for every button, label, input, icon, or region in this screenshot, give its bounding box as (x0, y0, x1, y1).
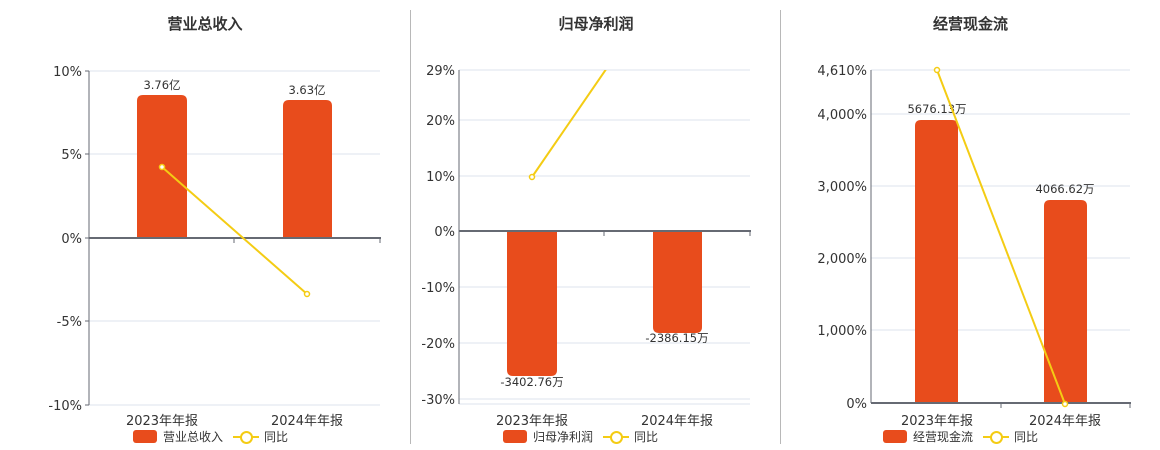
legend-bar-swatch[interactable] (133, 430, 157, 443)
y-tick: 4,610% (817, 64, 867, 79)
bar-2023[interactable] (915, 120, 958, 403)
legend-bar-label[interactable]: 经营现金流 (913, 430, 974, 444)
legend-bar-label[interactable]: 营业总收入 (163, 430, 224, 444)
y-tick: -10% (421, 281, 455, 296)
chart-title: 经营现金流 (932, 15, 1008, 33)
x-label: 2024年年报 (1029, 414, 1101, 429)
legend-line-label[interactable]: 同比 (1014, 430, 1039, 444)
legend-line-marker-icon[interactable] (233, 430, 260, 444)
bar-2024[interactable] (283, 100, 332, 238)
yoy-point[interactable] (158, 163, 166, 171)
x-label: 2024年年报 (641, 414, 713, 429)
data-label: 5676.13万 (907, 102, 966, 116)
bar-2024[interactable] (1044, 200, 1087, 403)
y-tick: 5% (61, 148, 82, 163)
legend-bar-label[interactable]: 归母净利润 (533, 430, 594, 444)
y-tick: 3,000% (817, 180, 867, 195)
x-label: 2023年年报 (496, 414, 568, 429)
y-tick: 29% (426, 64, 455, 79)
y-tick: 10% (426, 170, 455, 185)
y-tick: 20% (426, 114, 455, 129)
chart-plot: 10% 5% 0% -5% -10% 3.76亿 3.63亿 2023年年报 2… (48, 65, 381, 429)
data-label: 3.76亿 (143, 78, 180, 92)
y-tick: 0% (61, 232, 82, 247)
yoy-point[interactable] (528, 173, 536, 181)
y-tick: -5% (57, 315, 82, 330)
chart-title: 归母净利润 (558, 15, 634, 33)
legend-line-label[interactable]: 同比 (634, 430, 659, 444)
legend-line-marker-icon[interactable] (983, 430, 1010, 444)
chart-plot: 4,610% 4,000% 3,000% 2,000% 1,000% 0% 56… (817, 64, 1131, 429)
yoy-line (531, 70, 607, 178)
data-label: -3402.76万 (500, 375, 563, 389)
yoy-line (936, 69, 1066, 405)
y-tick: 10% (53, 65, 82, 80)
legend: 经营现金流 同比 (883, 428, 1038, 445)
data-label: 3.63亿 (288, 83, 325, 97)
y-tick: 0% (846, 397, 867, 412)
chart-panel-net-profit: 归母净利润 29% 20% 10% 0% -10% -20% -30% -340… (411, 0, 781, 450)
legend-bar-swatch[interactable] (883, 430, 907, 443)
y-tick: 0% (434, 225, 455, 240)
y-tick: -20% (421, 337, 455, 352)
y-tick: -10% (48, 399, 82, 414)
chart-panel-operating-cashflow: 经营现金流 4,610% 4,000% 3,000% 2,000% 1,000%… (781, 0, 1160, 450)
yoy-point[interactable] (1061, 400, 1069, 408)
data-label: -2386.15万 (645, 331, 708, 345)
chart-panel-revenue: 营业总收入 10% 5% 0% -5% -10% 3.76亿 3.63亿 202 (0, 0, 410, 450)
bar-2023[interactable] (507, 231, 557, 376)
y-tick: 1,000% (817, 324, 867, 339)
data-label: 4066.62万 (1035, 182, 1094, 196)
legend-line-marker-icon[interactable] (603, 430, 630, 444)
yoy-line (161, 166, 308, 295)
x-label: 2023年年报 (126, 414, 198, 429)
legend: 归母净利润 同比 (503, 428, 658, 445)
legend-line-label[interactable]: 同比 (264, 430, 289, 444)
panel-divider (410, 10, 411, 444)
y-tick: 2,000% (817, 252, 867, 267)
yoy-point[interactable] (303, 290, 311, 298)
bar-2024[interactable] (653, 231, 702, 333)
x-label: 2023年年报 (901, 414, 973, 429)
panel-divider (780, 10, 781, 444)
chart-title: 营业总收入 (167, 15, 243, 33)
chart-plot: 29% 20% 10% 0% -10% -20% -30% -3402.76万 … (421, 64, 751, 429)
y-tick: 4,000% (817, 108, 867, 123)
x-label: 2024年年报 (271, 414, 343, 429)
legend-bar-swatch[interactable] (503, 430, 527, 443)
legend: 营业总收入 同比 (133, 428, 288, 445)
yoy-point[interactable] (933, 66, 941, 74)
y-tick: -30% (421, 393, 455, 408)
